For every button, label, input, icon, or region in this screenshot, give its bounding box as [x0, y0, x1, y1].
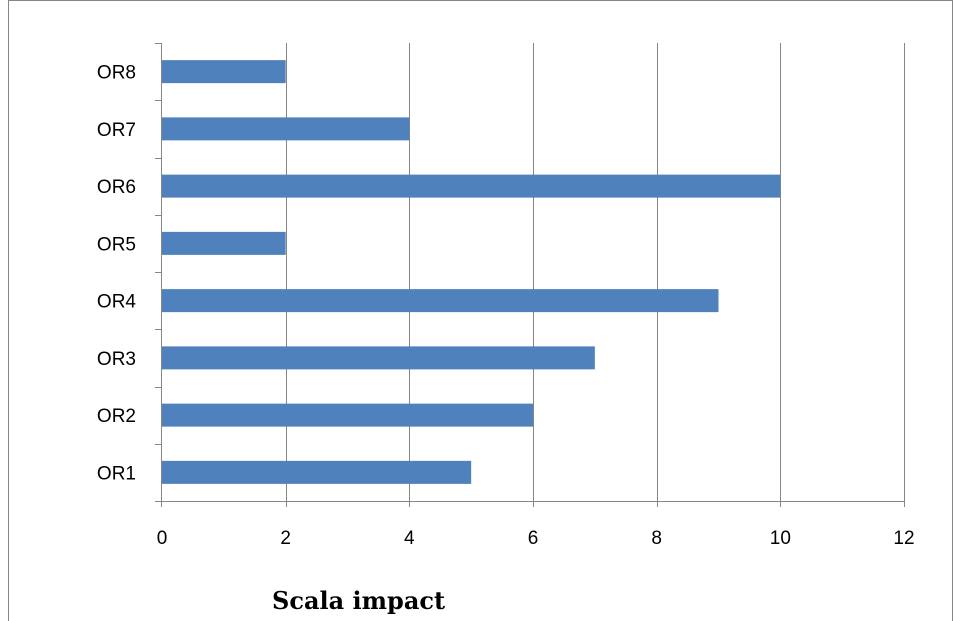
x-tick-label: 10 [770, 528, 791, 549]
bar [162, 346, 595, 370]
category-label: OR5 [97, 234, 136, 255]
category-label: OR7 [97, 120, 136, 141]
category-label: OR2 [97, 406, 136, 427]
gridlines [286, 43, 905, 507]
category-label: OR6 [97, 177, 136, 198]
bar [162, 460, 472, 484]
category-label: OR8 [97, 63, 136, 84]
x-tick-label: 6 [528, 528, 539, 549]
bars [162, 60, 781, 484]
category-label: OR4 [97, 292, 137, 313]
x-tick-label: 8 [651, 528, 662, 549]
bar [162, 174, 781, 198]
bar [162, 117, 410, 141]
bar [162, 289, 719, 313]
axes [155, 43, 905, 507]
bar [162, 231, 286, 255]
bar [162, 60, 286, 84]
x-axis-title: Scala impact [272, 586, 446, 615]
bar [162, 403, 533, 427]
x-tick-label: 12 [893, 528, 914, 549]
category-labels: OR1 OR2 OR3 OR4 OR5 OR6 OR7 OR8 [97, 63, 137, 485]
category-label: OR1 [97, 463, 136, 484]
x-tick-label: 0 [157, 528, 168, 549]
x-tick-label: 2 [280, 528, 291, 549]
category-label: OR3 [97, 349, 136, 370]
x-tick-label: 4 [404, 528, 415, 549]
x-tick-labels: 0 2 4 6 8 10 12 [157, 528, 915, 549]
